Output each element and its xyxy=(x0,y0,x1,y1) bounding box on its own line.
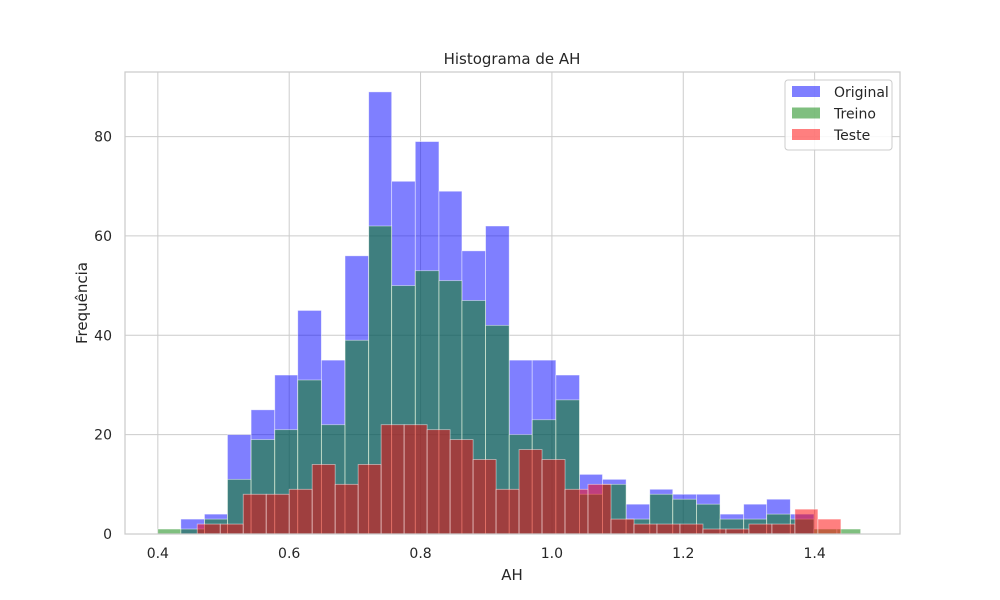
legend-label-original: Original xyxy=(834,85,889,101)
histogram-bar xyxy=(541,459,566,535)
y-tick-label: 20 xyxy=(94,428,112,444)
legend-swatch-teste xyxy=(792,129,820,140)
y-tick-label: 80 xyxy=(94,130,112,146)
x-tick-label: 1.2 xyxy=(672,546,694,562)
histogram-bar xyxy=(242,493,267,535)
y-tick-label: 40 xyxy=(94,328,112,344)
histogram-bar xyxy=(633,523,658,535)
histogram-bar xyxy=(817,518,842,535)
histogram-bar xyxy=(157,528,182,535)
histogram-bar xyxy=(610,518,635,535)
histogram-bar xyxy=(265,493,290,535)
histogram-bar xyxy=(196,523,221,535)
histogram-bar xyxy=(472,459,497,535)
histogram-bar xyxy=(334,483,359,535)
x-tick-label: 1.4 xyxy=(803,546,825,562)
x-tick-labels: 0.4 0.6 0.8 1.0 1.2 1.4 xyxy=(147,546,826,562)
histogram-bar xyxy=(380,424,405,535)
histogram-bar xyxy=(403,424,428,535)
plot-frame xyxy=(124,71,901,535)
legend-label-treino: Treino xyxy=(833,107,876,123)
x-tick-label: 1.0 xyxy=(541,546,563,562)
histogram-bar xyxy=(518,449,543,535)
histogram-bar xyxy=(656,523,681,535)
histogram-bar xyxy=(748,523,773,535)
y-tick-label: 60 xyxy=(94,229,112,245)
histogram-bar xyxy=(679,523,704,535)
histogram-bar xyxy=(495,488,520,535)
histogram-bar xyxy=(357,464,382,535)
histogram-bar xyxy=(564,488,589,535)
histogram-bar xyxy=(725,528,750,535)
chart-title: Histograma de AH xyxy=(444,50,581,68)
x-tick-label: 0.4 xyxy=(147,546,169,562)
legend-swatch-treino xyxy=(792,107,820,119)
x-axis-label: AH xyxy=(501,566,523,584)
histogram-bar xyxy=(426,429,451,535)
histogram-bar xyxy=(587,483,612,535)
x-tick-label: 0.8 xyxy=(409,546,431,562)
histogram-bar xyxy=(702,528,727,535)
legend-swatch-original xyxy=(792,86,820,97)
y-tick-label: 0 xyxy=(103,527,112,543)
histogram-bars xyxy=(157,91,861,535)
y-tick-labels: 0 20 40 60 80 xyxy=(94,130,112,543)
series-teste xyxy=(196,424,842,535)
histogram-bar xyxy=(794,508,819,535)
histogram-bar xyxy=(311,464,336,535)
legend: Original Treino Teste xyxy=(784,79,893,151)
x-tick-label: 0.6 xyxy=(278,546,300,562)
y-axis-label: Frequência xyxy=(73,262,91,344)
histogram-bar xyxy=(219,523,244,535)
histogram-bar xyxy=(449,439,474,535)
legend-label-teste: Teste xyxy=(833,128,870,144)
histogram-bar xyxy=(771,523,796,535)
histogram-bar xyxy=(288,488,313,535)
